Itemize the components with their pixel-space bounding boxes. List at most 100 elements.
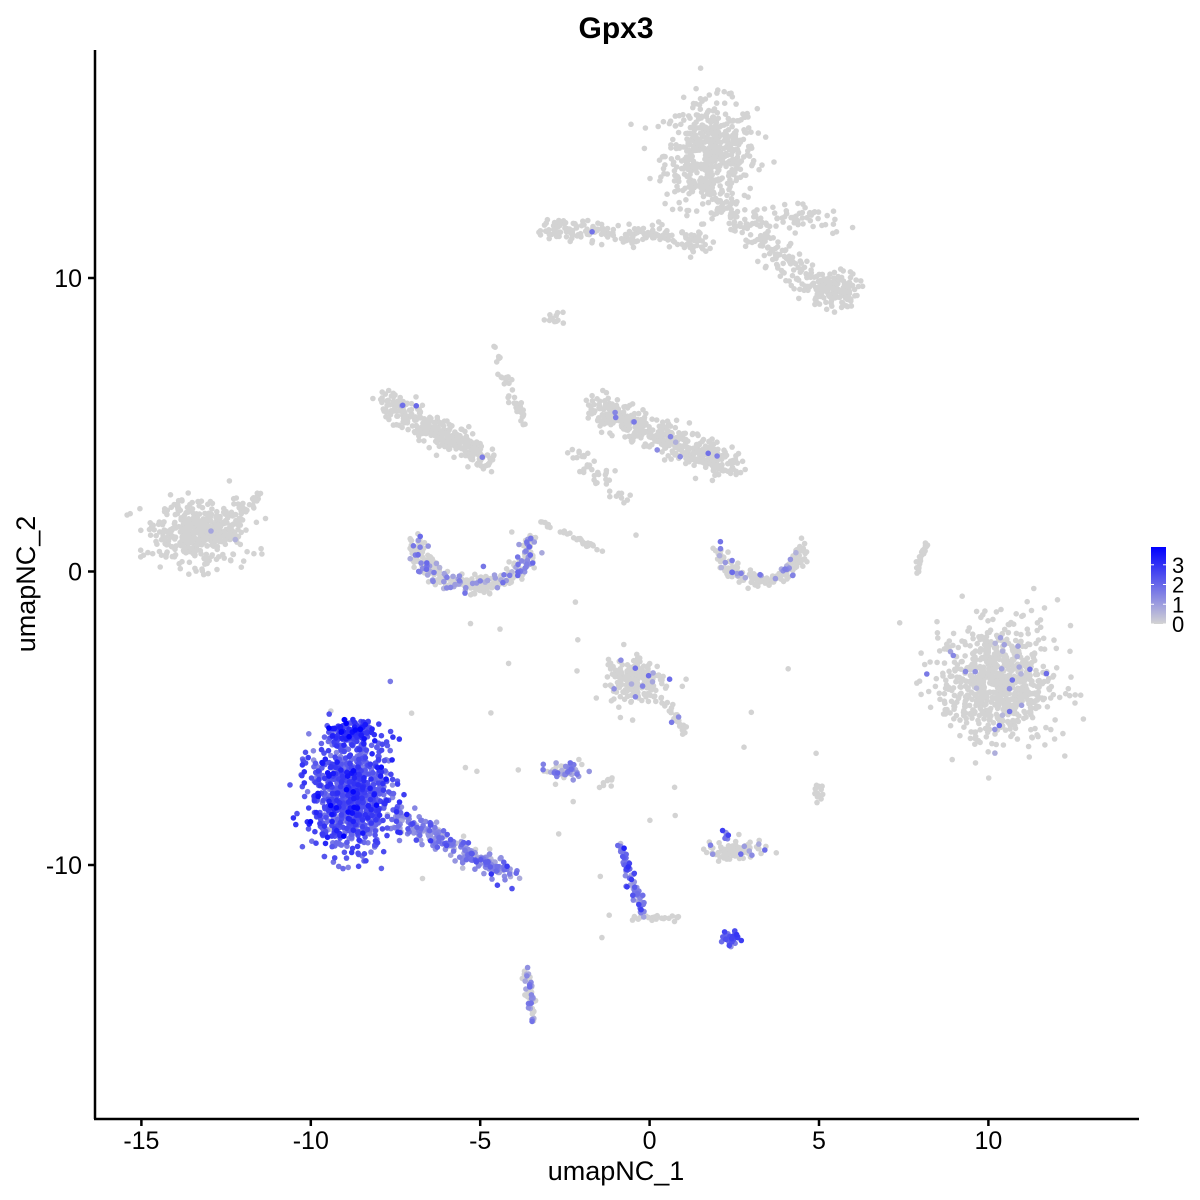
cell-point [781,270,787,276]
cell-point [728,200,735,206]
cell-point [224,520,230,526]
cell-point [924,671,930,677]
cell-point [940,670,946,677]
cell-point [604,674,611,680]
cell-point [986,689,993,696]
cell-point [230,495,237,502]
cell-point [214,508,220,515]
cell-point [598,231,605,238]
cell-point [702,96,709,102]
cell-point [975,717,981,724]
cell-point [657,178,663,184]
cell-point [598,241,605,248]
cell-point [714,178,721,184]
cell-point [1009,656,1015,663]
cell-point [505,660,512,667]
cell-point [729,557,735,564]
cell-point [1028,726,1034,733]
cell-point [1038,646,1044,652]
cell-point [184,504,191,511]
cell-point [833,229,840,235]
cell-point [244,548,250,555]
cell-point [431,569,437,576]
cell-point [620,689,626,695]
cell-point [812,786,819,792]
cell-point [471,591,478,597]
cell-point [1034,620,1041,626]
cell-point [992,689,999,696]
cell-point [639,683,646,689]
cell-point [1041,605,1048,611]
cell-point [652,914,658,920]
cell-point [693,112,700,118]
cell-point [851,286,858,293]
cell-point [591,472,598,479]
cell-point [581,466,587,473]
cell-point [155,521,162,528]
cell-point [612,236,618,243]
cell-point [500,579,506,586]
cell-point [657,236,663,243]
cell-point [1041,678,1047,685]
cell-point [574,668,580,674]
cell-point [722,161,729,167]
cell-point [1056,694,1063,701]
cell-point [394,413,401,419]
cell-point [694,138,700,144]
cell-point [671,178,678,184]
cell-point [561,529,567,536]
cell-point [161,519,167,525]
cell-point [745,125,752,131]
cell-point [724,121,730,127]
cell-point [1012,723,1018,729]
cell-point [653,698,659,705]
cell-point [649,222,656,229]
cell-point [524,973,530,979]
cell-point [259,551,265,557]
cell-point [798,260,805,267]
cell-point [703,248,709,254]
cell-point [659,221,665,228]
cell-point [383,409,390,416]
cell-point [431,425,437,431]
cell-point [653,417,660,423]
cell-point [186,571,192,577]
cell-point [761,206,768,212]
cell-point [981,716,987,722]
cell-point [368,742,375,749]
cell-point [491,452,497,458]
cell-point [953,712,960,719]
cell-point [821,295,827,301]
cell-point [390,393,397,400]
cell-point [551,219,558,226]
cell-point [602,398,608,404]
cell-point [704,156,710,163]
cell-point [417,533,424,540]
cell-point [676,112,683,119]
cell-point [697,448,703,455]
cell-point [737,469,744,476]
cell-point [814,799,820,806]
cell-point [474,768,480,775]
cell-point [815,215,821,222]
cell-point [158,552,165,558]
cell-point [546,235,552,242]
cell-point [554,309,561,316]
cell-point [1007,726,1013,732]
cell-point [824,212,830,219]
cell-point [603,467,610,474]
cell-point [576,756,582,763]
cell-point [1030,682,1037,688]
cell-point [599,548,606,554]
cell-point [830,221,837,227]
cell-point [800,201,806,207]
cell-point [258,545,264,552]
cell-point [800,563,806,569]
cell-point [503,566,510,572]
cell-point [985,749,991,755]
cell-point [389,782,396,788]
cell-point [674,154,681,161]
cell-point [799,215,806,221]
cell-point [801,540,808,547]
cell-point [199,566,205,572]
